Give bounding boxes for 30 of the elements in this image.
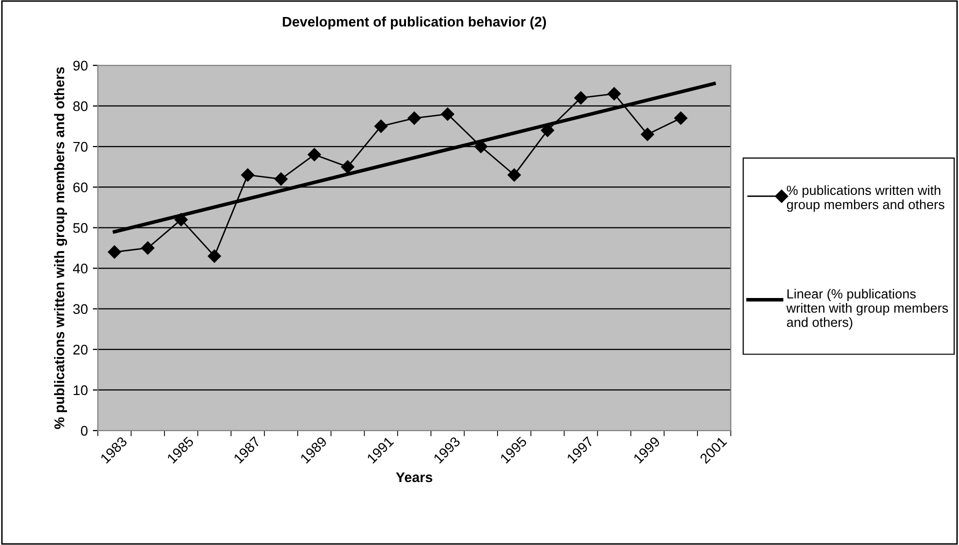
legend-label: Linear (% publications written with group members and others) xyxy=(786,288,948,330)
point xyxy=(441,108,454,121)
point xyxy=(508,168,521,182)
point xyxy=(208,250,221,263)
y-tick-label: 40 xyxy=(72,264,88,274)
y-tick-label: 20 xyxy=(73,344,88,355)
y-tick-label: 80 xyxy=(73,101,88,112)
point xyxy=(308,148,321,162)
point xyxy=(141,241,154,255)
y-tick-label: 60 xyxy=(73,182,88,192)
point xyxy=(408,112,421,125)
chart-title: Development of publication behavior (2) xyxy=(282,16,546,30)
y-axis-title: % publications written with group members and others xyxy=(54,67,68,429)
point xyxy=(374,120,388,133)
y-tick-label: 90 xyxy=(73,60,88,71)
y-tick-label: 0 xyxy=(80,426,88,436)
y-tick-label: 30 xyxy=(73,304,88,314)
point xyxy=(674,112,688,125)
y-tick-label: 50 xyxy=(73,223,88,233)
point xyxy=(241,168,254,182)
point xyxy=(608,87,621,100)
point xyxy=(108,245,122,259)
y-tick-label: 10 xyxy=(74,385,88,396)
x-axis-title: Years xyxy=(396,472,432,482)
y-tick-label: 70 xyxy=(73,142,88,152)
point xyxy=(341,160,354,174)
point xyxy=(274,172,288,186)
point xyxy=(574,91,588,104)
legend-label: % publications written with group members and others xyxy=(786,185,944,212)
point xyxy=(640,128,654,141)
